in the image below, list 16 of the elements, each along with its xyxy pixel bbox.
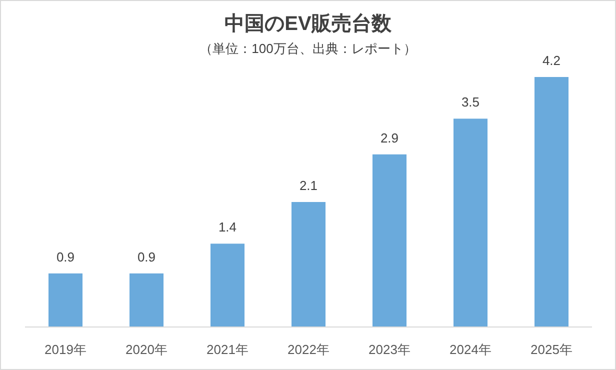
title: 中国のEV販売台数	[224, 13, 392, 35]
data-label: 0.9	[137, 249, 156, 264]
x-tick-label: 2025年	[530, 342, 572, 357]
data-label: 2.9	[380, 130, 399, 146]
data-label: 3.5	[461, 94, 480, 110]
x-tick-label: 2022年	[288, 342, 330, 357]
data-label: 2.1	[299, 178, 318, 193]
x-tick-label: 2023年	[368, 342, 410, 357]
data-label: 4.2	[542, 53, 561, 68]
x-tick-label: 2021年	[206, 342, 248, 357]
x-tick-label: 2019年	[44, 342, 86, 357]
x-tick-label: 2020年	[126, 342, 168, 357]
data-label: 1.4	[218, 220, 237, 235]
subtitle: （単位：100万台、出典：レポート）	[200, 41, 416, 56]
x-tick-label: 2024年	[450, 342, 492, 357]
data-label: 0.9	[56, 249, 75, 264]
